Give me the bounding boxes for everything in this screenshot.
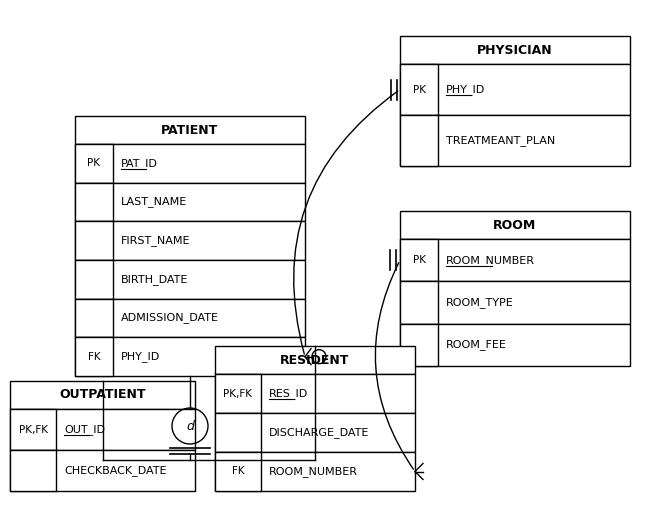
Bar [75, 298, 305, 337]
Bar [400, 282, 438, 323]
Bar [75, 221, 113, 260]
Bar [215, 452, 261, 491]
Bar [400, 64, 630, 115]
Bar [400, 323, 438, 366]
Text: ADMISSION_DATE: ADMISSION_DATE [121, 313, 219, 323]
Bar [400, 282, 630, 323]
Text: LAST_NAME: LAST_NAME [121, 197, 187, 207]
Bar [400, 36, 630, 64]
Bar [215, 374, 415, 413]
Text: CHECKBACK_DATE: CHECKBACK_DATE [64, 465, 167, 476]
Bar [400, 64, 438, 115]
Bar [215, 374, 261, 413]
Text: d: d [186, 420, 194, 432]
Text: PATIENT: PATIENT [161, 124, 219, 136]
Bar [75, 337, 305, 376]
Bar [75, 144, 113, 182]
Bar [400, 239, 438, 282]
Bar [75, 144, 305, 182]
Text: BIRTH_DATE: BIRTH_DATE [121, 274, 188, 285]
Text: DISCHARGE_DATE: DISCHARGE_DATE [269, 427, 369, 438]
Text: FIRST_NAME: FIRST_NAME [121, 235, 191, 246]
Text: OUT_ID: OUT_ID [64, 424, 105, 435]
Bar [75, 182, 305, 221]
Text: PHYSICIAN: PHYSICIAN [477, 43, 553, 57]
Bar [75, 260, 305, 298]
Bar [75, 260, 113, 298]
Bar [215, 452, 415, 491]
Bar [215, 346, 415, 374]
Text: OUTPATIENT: OUTPATIENT [59, 388, 146, 402]
Text: PK,FK: PK,FK [223, 388, 253, 399]
Bar [10, 381, 195, 409]
Bar [10, 409, 56, 450]
Text: ROOM_FEE: ROOM_FEE [446, 339, 507, 350]
Text: ROOM_NUMBER: ROOM_NUMBER [269, 466, 358, 477]
Text: PK,FK: PK,FK [18, 425, 48, 434]
Bar [400, 239, 630, 282]
Text: PK: PK [413, 255, 426, 265]
Text: FK: FK [232, 467, 244, 476]
Bar [215, 413, 415, 452]
Bar [215, 413, 261, 452]
FancyArrowPatch shape [376, 263, 413, 469]
Text: ROOM: ROOM [493, 219, 536, 231]
Bar [75, 182, 113, 221]
Text: FK: FK [88, 352, 100, 362]
Bar [10, 450, 195, 491]
Bar [75, 116, 305, 144]
FancyArrowPatch shape [294, 91, 398, 354]
Bar [400, 211, 630, 239]
Bar [75, 337, 113, 376]
Bar [75, 221, 305, 260]
Bar [75, 298, 113, 337]
Bar [400, 323, 630, 366]
Text: PK: PK [87, 158, 100, 168]
Text: RES_ID: RES_ID [269, 388, 309, 399]
Bar [400, 115, 630, 166]
Text: PAT_ID: PAT_ID [121, 158, 158, 169]
Text: RESIDENT: RESIDENT [281, 354, 350, 366]
Text: PHY_ID: PHY_ID [121, 351, 160, 362]
Text: PHY_ID: PHY_ID [446, 84, 485, 95]
Text: TREATMEANT_PLAN: TREATMEANT_PLAN [446, 135, 555, 146]
Text: ROOM_TYPE: ROOM_TYPE [446, 297, 514, 308]
Bar [10, 409, 195, 450]
Bar [400, 115, 438, 166]
Bar [10, 450, 56, 491]
Text: ROOM_NUMBER: ROOM_NUMBER [446, 254, 535, 266]
Text: PK: PK [413, 84, 426, 95]
